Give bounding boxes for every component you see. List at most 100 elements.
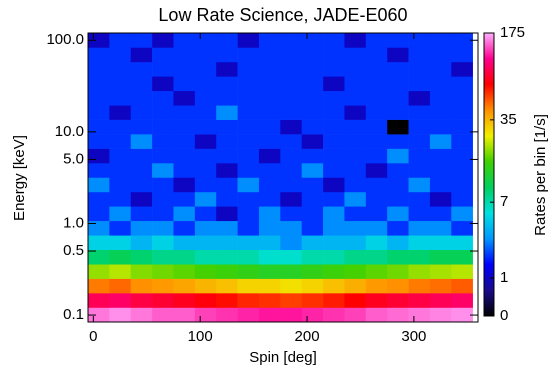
heatmap-cell	[237, 90, 260, 106]
heatmap-cell	[344, 177, 367, 193]
heatmap-cell	[152, 105, 174, 120]
heatmap-cell	[301, 33, 324, 48]
heatmap-cell	[88, 293, 110, 308]
heatmap-cell	[258, 220, 281, 236]
heatmap-cell	[130, 177, 153, 193]
heatmap-cell	[301, 220, 324, 236]
heatmap-cell	[365, 278, 388, 294]
heatmap-cell	[387, 119, 409, 135]
heatmap-cell	[323, 134, 345, 149]
heatmap-cell	[429, 163, 452, 178]
heatmap-cell	[152, 307, 174, 323]
heatmap-cell	[387, 61, 409, 77]
heatmap-cell	[88, 177, 110, 193]
heatmap-cell	[301, 90, 324, 106]
heatmap-cell	[194, 235, 217, 251]
heatmap-cell	[301, 76, 324, 92]
heatmap-cell	[344, 105, 367, 120]
heatmap-cell	[237, 191, 260, 207]
heatmap-cell	[387, 206, 409, 222]
heatmap-cell	[323, 76, 345, 92]
heatmap-cell	[387, 76, 409, 92]
heatmap-cell	[323, 235, 345, 251]
heatmap-cell	[429, 33, 452, 48]
heatmap-cell	[365, 235, 388, 251]
heatmap-cell	[130, 264, 153, 279]
heatmap-cell	[258, 177, 281, 193]
heatmap-cell	[280, 249, 302, 265]
heatmap-cell	[365, 220, 388, 236]
heatmap-cell	[280, 235, 302, 251]
heatmap-cell	[429, 148, 452, 164]
heatmap-cell	[194, 177, 217, 193]
heatmap-cell	[301, 134, 324, 149]
heatmap-cell	[280, 134, 302, 149]
heatmap-cell	[109, 249, 132, 265]
heatmap-cell	[365, 293, 388, 308]
y-axis-label: Energy [keV]	[11, 135, 28, 221]
heatmap-cell	[152, 33, 174, 48]
heatmap-cell	[88, 47, 110, 63]
heatmap-cell	[387, 148, 409, 164]
heatmap-cell	[408, 119, 431, 135]
heatmap-cell	[109, 220, 132, 236]
heatmap-cell	[173, 119, 196, 135]
heatmap-cell	[88, 235, 110, 251]
heatmap-cell	[258, 90, 281, 106]
heatmap-cell	[237, 307, 260, 323]
heatmap-cell	[258, 105, 281, 120]
heatmap-cell	[194, 61, 217, 77]
heatmap-cell	[429, 119, 452, 135]
heatmap-cell	[194, 47, 217, 63]
heatmap-cell	[194, 191, 217, 207]
heatmap-cell	[258, 119, 281, 135]
heatmap-cell	[344, 235, 367, 251]
y-tick-label: 1.0	[63, 214, 84, 231]
heatmap-cell	[237, 264, 260, 279]
y-tick-label: 10.0	[55, 123, 84, 140]
heatmap-cell	[323, 264, 345, 279]
heatmap-cell	[280, 148, 302, 164]
heatmap-cell	[344, 119, 367, 135]
y-tick-label: 5.0	[63, 150, 84, 167]
heatmap-cell	[130, 33, 153, 48]
heatmap-cell	[429, 191, 452, 207]
heatmap-cell	[280, 33, 302, 48]
heatmap-cell	[109, 47, 132, 63]
heatmap-cell	[408, 177, 431, 193]
heatmap-cell	[301, 206, 324, 222]
heatmap-cell	[429, 90, 452, 106]
heatmap-cell	[237, 278, 260, 294]
heatmap-cell	[237, 177, 260, 193]
heatmap-cell	[152, 148, 174, 164]
heatmap-cell	[152, 177, 174, 193]
heatmap-cell	[130, 206, 153, 222]
heatmap-cell	[194, 249, 217, 265]
heatmap-cell	[323, 191, 345, 207]
heatmap-cell	[387, 307, 409, 323]
heatmap-cell	[216, 249, 238, 265]
heatmap-cell	[451, 264, 473, 279]
heatmap-cell	[258, 163, 281, 178]
heatmap-cell	[130, 235, 153, 251]
heatmap-cell	[88, 163, 110, 178]
colorbar-tick-label: 1	[500, 269, 508, 286]
heatmap-cell	[280, 61, 302, 77]
heatmap-cell	[365, 191, 388, 207]
heatmap-cell	[429, 61, 452, 77]
heatmap-cell	[365, 249, 388, 265]
heatmap-cell	[429, 105, 452, 120]
heatmap-cell	[323, 90, 345, 106]
heatmap-cell	[323, 33, 345, 48]
heatmap-cell	[429, 307, 452, 323]
heatmap-cell	[280, 264, 302, 279]
heatmap-cell	[216, 119, 238, 135]
heatmap-cell	[258, 278, 281, 294]
heatmap-cell	[408, 235, 431, 251]
heatmap-cell	[323, 163, 345, 178]
heatmap-cell	[408, 278, 431, 294]
colorbar	[483, 32, 495, 317]
x-axis-label: Spin [deg]	[249, 349, 317, 366]
heatmap-cell	[237, 134, 260, 149]
heatmap-cell	[88, 76, 110, 92]
